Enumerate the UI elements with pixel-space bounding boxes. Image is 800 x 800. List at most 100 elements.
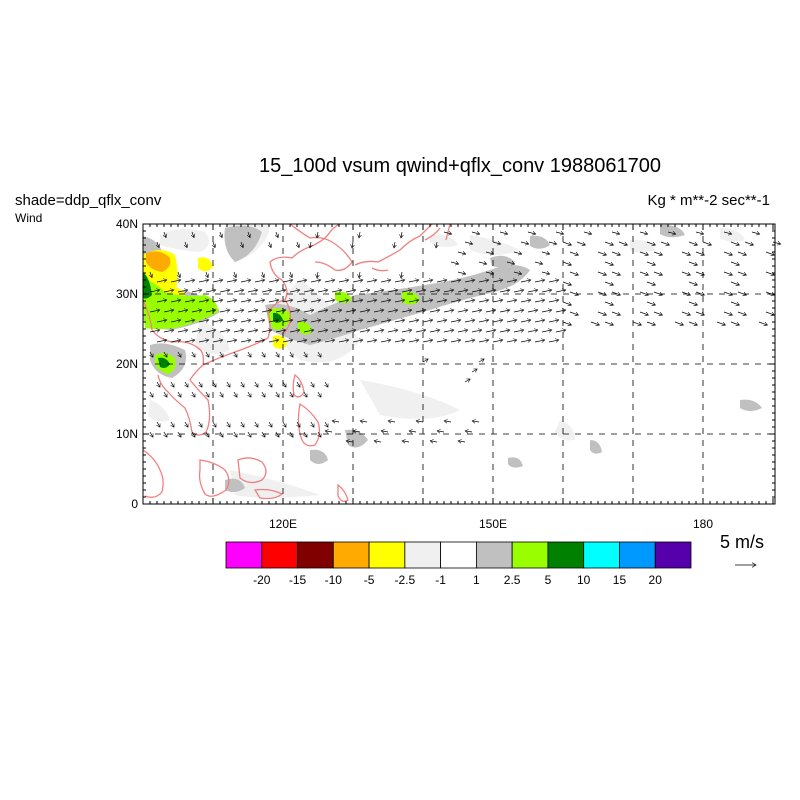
wind-vector — [241, 241, 243, 248]
wind-vector — [233, 290, 244, 292]
wind-vector — [660, 241, 669, 245]
y-tick-label: 20N — [116, 357, 138, 371]
x-tick-label: 120E — [269, 517, 297, 531]
plot-title: 15_100d vsum qwind+qflx_conv 1988061700 — [259, 155, 661, 177]
colorbar-label: -2.5 — [395, 573, 416, 587]
wind-vector — [325, 431, 333, 432]
wind-vector — [275, 310, 286, 312]
wind-vector — [206, 431, 209, 437]
wind-vector — [541, 272, 550, 274]
wind-vector — [695, 271, 704, 275]
wind-vector — [527, 232, 536, 234]
wind-vector — [359, 231, 360, 238]
wind-vector — [248, 231, 250, 238]
wind-vector — [234, 391, 237, 397]
wind-vector — [353, 431, 361, 432]
wind-vector — [597, 291, 606, 295]
wind-vector — [534, 300, 545, 302]
wind-vector — [499, 330, 510, 332]
wind-vector — [548, 320, 559, 322]
wind-vector — [443, 330, 454, 332]
wind-vector — [499, 232, 508, 234]
colorbar-label: -5 — [364, 573, 375, 587]
wind-vector — [450, 262, 459, 264]
wind-vector — [576, 241, 585, 245]
wind-vector — [247, 290, 258, 292]
wind-vector — [457, 290, 468, 292]
wind-vector — [359, 310, 370, 312]
wind-vector — [156, 320, 167, 322]
wind-vector — [247, 330, 258, 332]
wind-vector — [681, 271, 690, 275]
wind-vector — [184, 280, 195, 282]
wind-vector — [772, 242, 781, 244]
wind-vector — [639, 311, 648, 315]
wind-vector — [338, 300, 349, 302]
wind-vector — [730, 321, 739, 325]
wind-vector — [387, 330, 398, 332]
wind-vector — [478, 300, 489, 302]
wind-vector — [366, 340, 377, 342]
wind-vector — [192, 391, 195, 397]
wind-vector — [478, 280, 489, 282]
wind-vector — [422, 300, 433, 302]
wind-vector — [156, 340, 167, 342]
wind-vector — [415, 330, 426, 332]
wind-vector — [241, 381, 244, 387]
wind-vector — [149, 310, 160, 312]
wind-vector — [730, 241, 739, 245]
wind-vector — [520, 320, 531, 322]
wind-vector — [296, 340, 307, 342]
wind-vector — [401, 310, 412, 312]
wind-vector — [192, 231, 194, 238]
wind-vector — [443, 310, 454, 312]
wind-vector — [422, 280, 433, 282]
wind-vector — [199, 421, 202, 427]
wind-vector — [170, 340, 181, 342]
colorbar-swatch — [261, 541, 298, 569]
wind-vector — [164, 431, 167, 437]
wind-vector — [688, 281, 697, 285]
wind-vector — [492, 280, 503, 282]
wind-vector — [338, 280, 349, 282]
wind-vector — [681, 251, 690, 255]
wind-vector — [191, 330, 202, 332]
wind-vector — [409, 431, 417, 432]
wind-vector — [268, 320, 279, 322]
wind-vector — [352, 320, 363, 322]
wind-vector — [304, 391, 307, 397]
wind-vector — [150, 431, 153, 437]
wind-vector — [401, 290, 412, 292]
wind-vector — [254, 300, 265, 302]
wind-vector — [262, 351, 265, 357]
wind-vector — [282, 280, 293, 282]
wind-vector — [297, 421, 300, 427]
wind-vector — [723, 311, 732, 315]
wind-vector — [261, 310, 272, 312]
x-tick-label: 180 — [693, 517, 713, 531]
coastline-layer — [143, 224, 451, 502]
units-label: Kg * m**-2 sec**-1 — [647, 192, 770, 209]
colorbar-swatch — [368, 541, 406, 569]
wind-vector — [268, 280, 279, 282]
wind-vector — [730, 281, 739, 285]
wind-vector — [611, 251, 620, 255]
wind-vector — [366, 300, 377, 302]
wind-vector — [247, 310, 258, 312]
wind-vector — [465, 431, 473, 432]
wind-vector — [618, 241, 627, 245]
wind-vector — [289, 290, 300, 292]
colorbar-swatch — [404, 541, 442, 569]
wind-vector — [548, 280, 559, 282]
wind-vector — [520, 242, 529, 244]
wind-vector — [492, 242, 501, 244]
wind-vector — [506, 300, 517, 302]
wind-vector — [604, 321, 613, 325]
colorbar-swatch — [583, 541, 620, 569]
wind-vector — [227, 381, 230, 387]
wind-vector — [464, 300, 475, 302]
wind-vector — [156, 300, 167, 302]
wind-vector — [604, 241, 613, 245]
wind-vector — [219, 310, 230, 312]
wind-vector — [226, 280, 237, 282]
